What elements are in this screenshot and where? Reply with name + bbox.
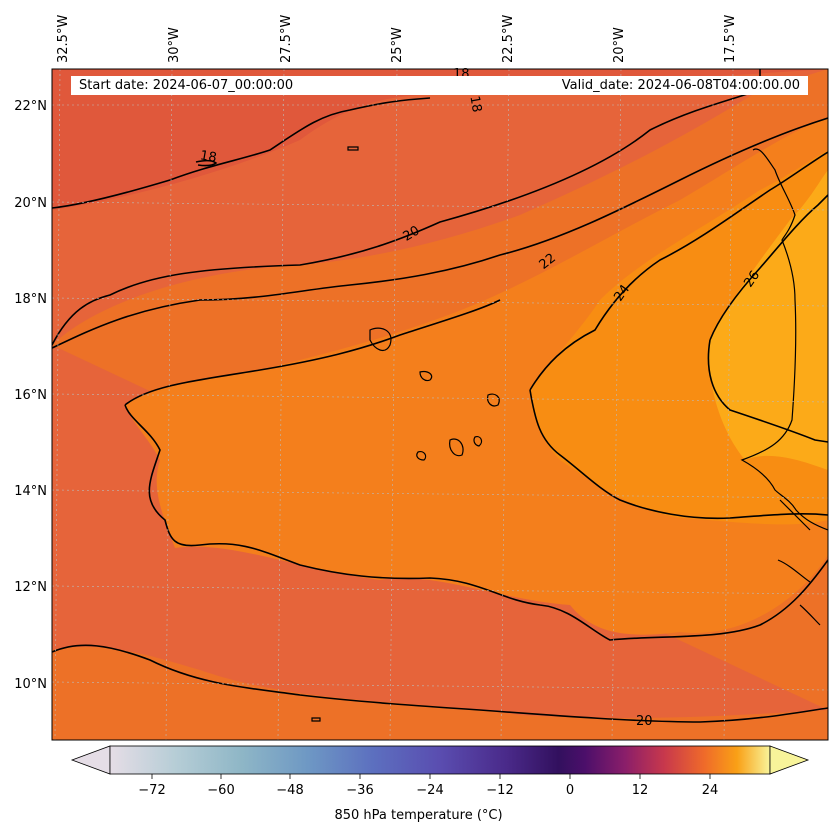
contour-22: [52, 117, 828, 349]
lon-label-20w: 20°W: [612, 27, 627, 63]
contour-lines: [52, 69, 828, 723]
latitude-labels: 22°N 20°N 18°N 16°N 14°N 12°N 10°N: [14, 99, 47, 692]
contour-18-small: [195, 159, 218, 167]
lat-label-20n: 20°N: [14, 196, 47, 211]
colorbar-extend-right: [769, 745, 810, 775]
longitude-labels: 32.5°W 30°W 27.5°W 25°W 22.5°W 20°W 17.5…: [56, 15, 738, 63]
date-banner: [71, 76, 808, 95]
cbar-tick-neg36: −36: [346, 783, 373, 798]
contour-26-south: [707, 339, 828, 443]
band-above-26: [709, 170, 828, 470]
coastlines: [311, 146, 828, 722]
cbar-tick-neg60: −60: [207, 783, 234, 798]
lon-label-25w: 25°W: [390, 27, 405, 63]
lat-label-18n: 18°N: [14, 292, 47, 307]
small-island-south: [311, 717, 321, 722]
lat-label-16n: 16°N: [14, 388, 47, 403]
colorbar-extend-left: [70, 745, 111, 775]
cbar-tick-neg48: −48: [276, 783, 303, 798]
cbar-tick-12: 12: [632, 783, 649, 798]
contour-label-18b: 18: [466, 95, 484, 114]
contour-label-18c: 18: [199, 148, 218, 166]
cape-verde-island-1: [369, 327, 392, 352]
cbar-tick-neg24: −24: [416, 783, 443, 798]
contour-26: [709, 194, 828, 341]
contour-22-inner: [124, 299, 501, 406]
lon-label-30w: 30°W: [167, 27, 182, 63]
contour-24-south: [529, 389, 828, 520]
cape-verde-island-4: [449, 438, 464, 457]
cbar-tick-neg72: −72: [138, 783, 165, 798]
contour-22-south: [124, 404, 828, 641]
contour-label-20b: 20: [636, 714, 653, 729]
colorbar-label: 850 hPa temperature (°C): [334, 808, 503, 823]
small-island-north: [347, 146, 359, 151]
lat-label-22n: 22°N: [14, 99, 47, 114]
contour-20-south: [52, 644, 828, 723]
cbar-tick-0: 0: [566, 783, 574, 798]
contour-label-20a: 20: [401, 223, 423, 244]
cbar-tick-24: 24: [702, 783, 719, 798]
west-africa-coast: [740, 148, 828, 531]
lat-label-12n: 12°N: [14, 580, 47, 595]
cape-verde-island-5: [473, 436, 483, 447]
lat-label-10n: 10°N: [14, 677, 47, 692]
lon-label-22-5w: 22.5°W: [501, 15, 516, 63]
cape-verde-island-6: [416, 451, 427, 461]
cape-verde-island-2: [419, 370, 433, 382]
map-frame: [51, 68, 829, 741]
lon-label-27-5w: 27.5°W: [279, 15, 294, 63]
colorbar-body: [109, 745, 771, 775]
contour-20-north: [52, 69, 761, 346]
bissau-islands: [777, 499, 821, 626]
contour-18-north: [52, 97, 431, 209]
lat-label-14n: 14°N: [14, 484, 47, 499]
temperature-field: [52, 69, 828, 740]
lon-label-32-5w: 32.5°W: [56, 15, 71, 63]
lon-label-17-5w: 17.5°W: [723, 15, 738, 63]
gridlines: [52, 69, 828, 740]
cbar-tick-neg12: −12: [486, 783, 513, 798]
start-date-label: Start date: 2024-06-07_00:00:00: [79, 78, 294, 93]
valid-date-label: Valid_date: 2024-06-08T04:00:00.00: [561, 78, 800, 93]
colorbar: −72 −60 −48 −36 −24 −12 0 12 24: [70, 745, 810, 798]
contour-24: [529, 151, 828, 391]
cape-verde-island-3: [487, 393, 500, 407]
